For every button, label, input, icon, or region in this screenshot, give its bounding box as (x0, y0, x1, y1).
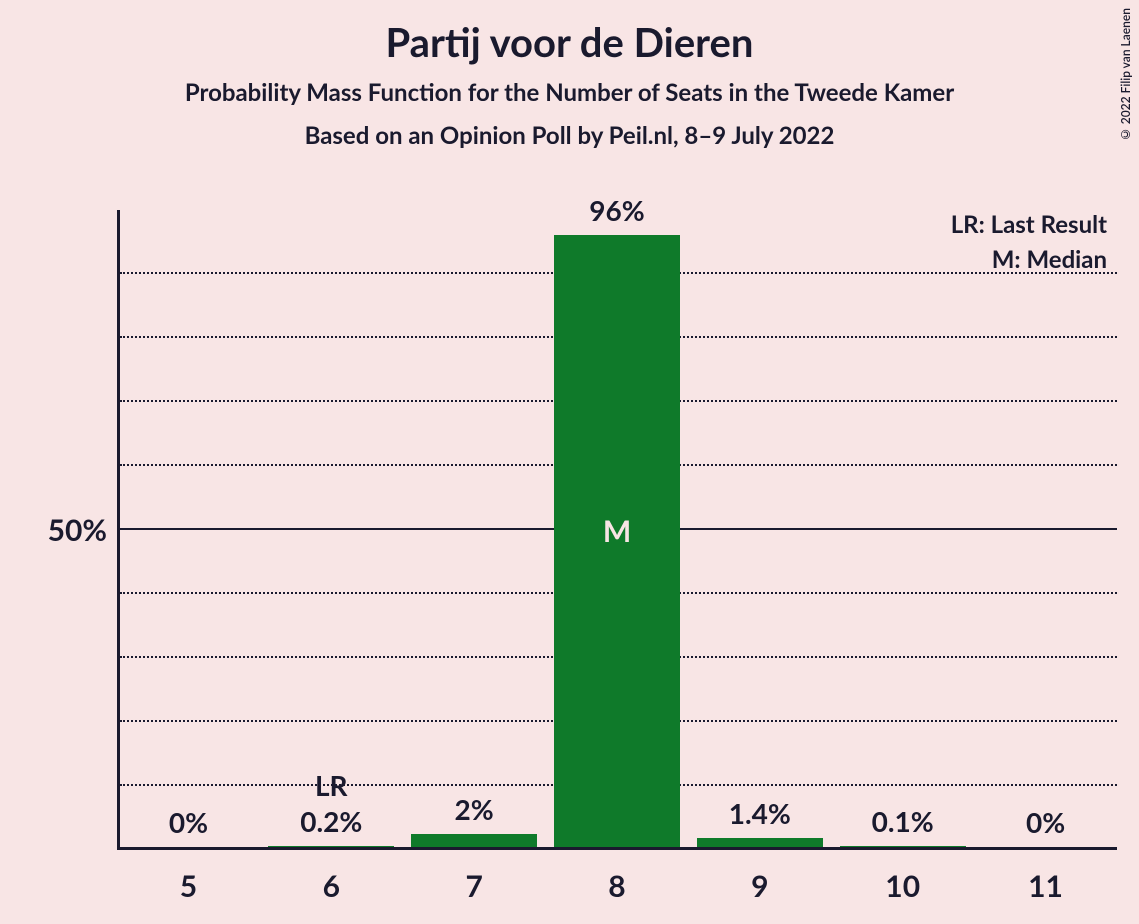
x-tick-label: 11 (976, 868, 1116, 904)
y-axis-label: 50% (48, 512, 107, 548)
annotation-median: M (554, 513, 680, 549)
chart-subtitle-2: Based on an Opinion Poll by Peil.nl, 8–9… (0, 121, 1139, 150)
annotation-lr: LR (261, 768, 401, 802)
legend-lr: LR: Last Result (951, 210, 1107, 239)
bar-value-label: 0% (118, 805, 258, 839)
y-axis-line (117, 210, 120, 850)
x-tick-label: 10 (833, 868, 973, 904)
bar-value-label: 0.2% (261, 804, 401, 838)
chart-legend: LR: Last Result M: Median (951, 210, 1107, 280)
bar-value-label: 2% (404, 792, 544, 826)
bar (840, 846, 966, 847)
bar (411, 834, 537, 847)
x-tick-label: 5 (118, 868, 258, 904)
x-axis-line (117, 847, 1117, 850)
bar-value-label: 0.1% (833, 804, 973, 838)
chart-container: Partij voor de Dieren Probability Mass F… (0, 0, 1139, 924)
chart-plot-area: LR: Last Result M: Median 50%50%60.2%LR7… (117, 210, 1117, 850)
legend-m: M: Median (951, 245, 1107, 274)
chart-title: Partij voor de Dieren (0, 0, 1139, 66)
bar-value-label: 96% (547, 193, 687, 227)
copyright-text: © 2022 Filip van Laenen (1118, 8, 1133, 142)
x-tick-label: 9 (690, 868, 830, 904)
bar (268, 846, 394, 847)
x-tick-label: 8 (547, 868, 687, 904)
bar-value-label: 1.4% (690, 796, 830, 830)
x-tick-label: 7 (404, 868, 544, 904)
x-tick-label: 6 (261, 868, 401, 904)
chart-subtitle-1: Probability Mass Function for the Number… (0, 78, 1139, 107)
bar (697, 838, 823, 847)
bar-value-label: 0% (976, 805, 1116, 839)
